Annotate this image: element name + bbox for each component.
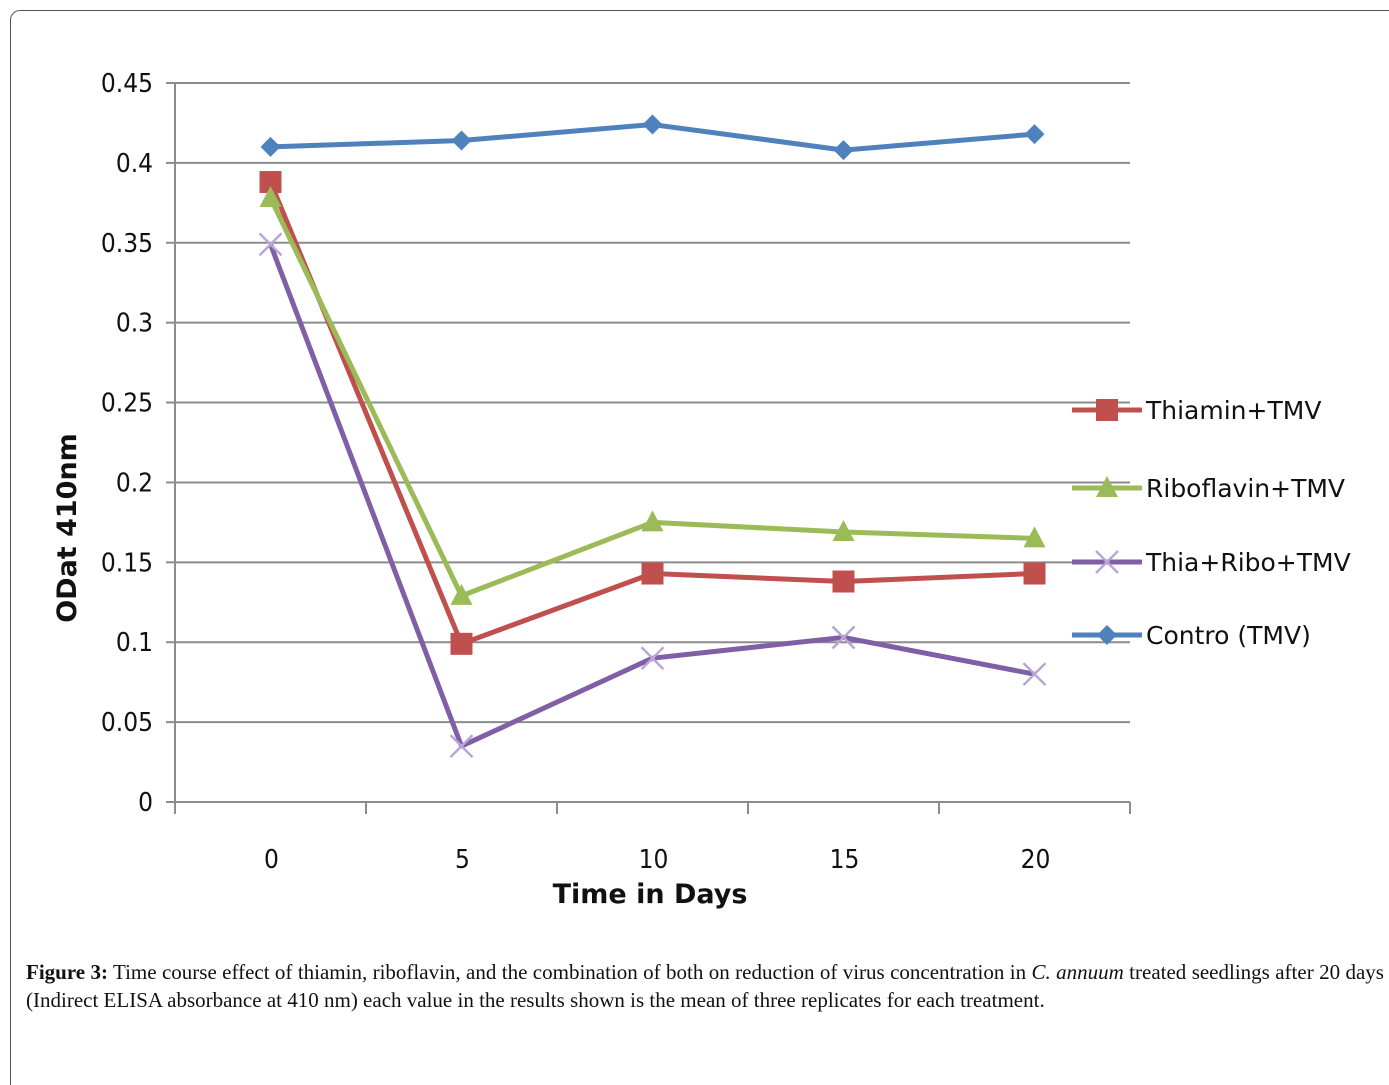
x-tick-labels: 0 5 10 15 20 [264,845,1050,875]
y-tick-label: 0.45 [101,69,153,99]
caption-species: C. annuum [1031,960,1124,984]
y-tick-label: 0.2 [116,468,153,498]
y-tick-label: 0.25 [101,389,153,419]
series-thia-ribo-tmv [258,232,1047,758]
y-tick-label: 0 [138,788,153,818]
grid-lines [175,82,1130,724]
y-tick-label: 0.35 [101,229,153,259]
y-tick-label: 0.3 [116,309,153,339]
data-point [1023,526,1046,548]
data-point [259,171,282,194]
y-tick-label: 0.4 [116,149,153,179]
line-chart: 0 0.05 0.1 0.15 0.2 0.25 0.3 0.35 0.4 0.45 0 5 10 15… [52,69,1351,910]
series-riboflavin-tmv [259,186,1046,605]
data-point [641,510,664,532]
data-point [1023,562,1046,585]
data-point [641,562,664,585]
data-point [449,734,474,758]
caption-text-before: Time course effect of thiamin, riboflavi… [107,960,1032,984]
legend-label: Riboflavin+TMV [1146,474,1345,503]
data-point [450,632,473,655]
data-point [450,583,473,605]
cross-stroke [258,232,283,257]
legend-label: Thia+Ribo+TMV [1145,548,1351,577]
y-tick-label: 0.15 [101,548,153,578]
series-line [268,196,1035,599]
legend-entry: Contro (TMV) [1072,621,1311,650]
x-tick-label: 5 [455,845,470,875]
data-point [832,519,855,541]
legend-entry: Riboflavin+TMV [1072,474,1345,503]
data-point [259,186,282,208]
x-tick-label: 20 [1021,845,1051,875]
data-point [831,625,856,650]
legend-marker [1096,399,1118,421]
data-point [640,646,665,671]
figure-frame [10,10,1389,1085]
legend: Thiamin+TMV Riboflavin+TMV Thia+Ribo+TMV Co… [1072,396,1351,650]
legend-marker [1095,550,1119,574]
series-contro-tmv- [260,114,1045,161]
y-tick-label: 0.05 [101,708,153,738]
x-tick-label: 0 [264,845,279,875]
data-point [642,114,663,135]
series-lines [258,114,1047,758]
y-axis-title: ODat 410nm [52,433,83,623]
series-line [268,243,1035,749]
caption-label: Figure 3: [26,960,108,984]
legend-entry: Thia+Ribo+TMV [1072,548,1351,577]
legend-label: Thiamin+TMV [1145,396,1321,425]
axes [166,82,1131,814]
cross-stroke [640,646,665,671]
data-point [832,570,855,593]
data-point [451,130,472,151]
x-tick-label: 10 [639,845,669,875]
figure-caption: Figure 3: Time course effect of thiamin,… [26,958,1384,1014]
cross-stroke [1095,550,1119,574]
series-thiamin-tmv [259,171,1046,655]
cross-stroke [449,734,474,758]
x-tick-label: 15 [830,845,860,875]
x-axis-title: Time in Days [553,879,748,910]
data-point [833,140,854,161]
legend-entry: Thiamin+TMV [1072,396,1321,425]
cross-stroke [1022,662,1047,687]
data-point [1024,124,1045,145]
data-point [260,136,281,157]
legend-marker [1097,625,1117,645]
cross-stroke [831,625,856,650]
data-point [258,232,283,257]
data-point [1022,662,1047,687]
legend-marker [1096,476,1118,497]
legend-label: Contro (TMV) [1146,621,1311,650]
y-tick-labels: 0 0.05 0.1 0.15 0.2 0.25 0.3 0.35 0.4 0.45 [101,69,153,818]
caption-text-after: treated seedlings after 20 days (Indirec… [26,960,1384,1012]
y-tick-label: 0.1 [116,628,153,658]
